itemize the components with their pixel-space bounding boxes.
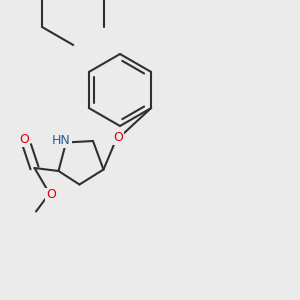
Text: O: O xyxy=(20,133,29,146)
Text: HN: HN xyxy=(52,134,71,148)
Text: O: O xyxy=(114,131,123,144)
Text: O: O xyxy=(46,188,56,202)
